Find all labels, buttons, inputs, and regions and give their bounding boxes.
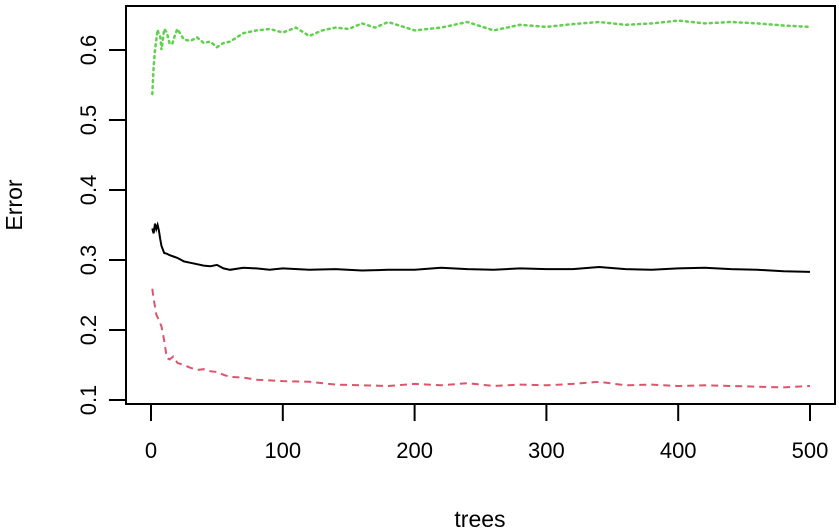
- series-line-oob: [151, 221, 811, 273]
- series-line-class-2: [151, 19, 812, 96]
- x-axis-title: trees: [454, 506, 505, 532]
- x-tick-label: 0: [145, 438, 157, 463]
- y-tick-label: 0.4: [76, 175, 101, 206]
- series-layer: [151, 19, 812, 389]
- y-tick-label: 0.3: [76, 245, 101, 276]
- x-tick-label: 500: [792, 438, 829, 463]
- y-tick-label: 0.6: [76, 35, 101, 66]
- x-tick-label: 100: [264, 438, 301, 463]
- x-axis: 0 100 200 300 400 500: [145, 404, 828, 463]
- y-axis: 0.1 0.2 0.3 0.4 0.5 0.6: [76, 35, 126, 416]
- x-tick-label: 400: [660, 438, 697, 463]
- y-tick-label: 0.1: [76, 385, 101, 416]
- x-tick-label: 300: [528, 438, 565, 463]
- series-line-class-1: [151, 288, 811, 389]
- plot-box: [125, 5, 836, 405]
- y-tick-label: 0.5: [76, 105, 101, 136]
- y-axis-title: Error: [1, 179, 27, 230]
- x-tick-label: 200: [396, 438, 433, 463]
- y-tick-label: 0.2: [76, 315, 101, 346]
